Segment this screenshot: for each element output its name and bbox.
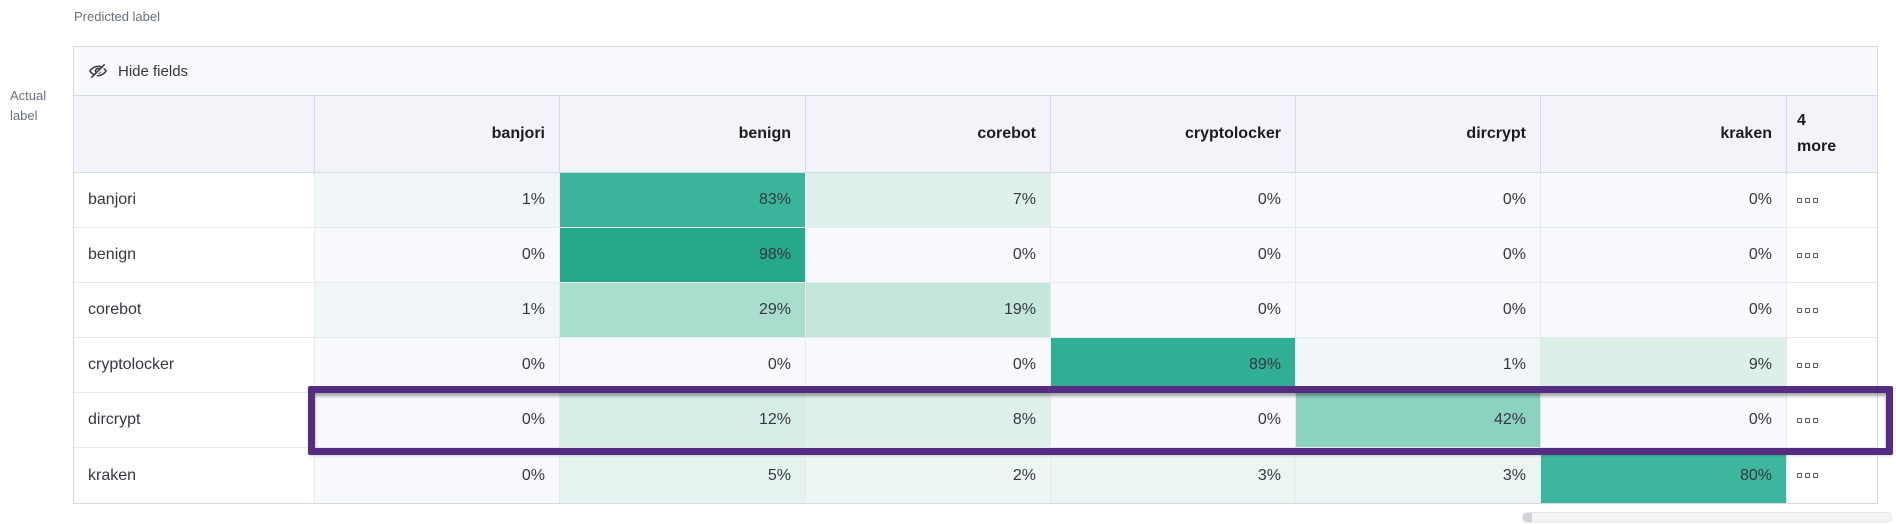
actual-axis-label: Actual label	[10, 88, 47, 124]
matrix-row-cryptolocker: cryptolocker 0% 0% 0% 89% 1% 9%	[74, 338, 1877, 393]
matrix-cell[interactable]: 0%	[1541, 393, 1787, 447]
matrix-cell[interactable]: 0%	[1296, 228, 1541, 282]
matrix-cell[interactable]: 29%	[560, 283, 806, 337]
row-actions-button[interactable]	[1787, 228, 1877, 282]
row-label-cell[interactable]: kraken	[74, 448, 315, 503]
matrix-row-kraken: kraken 0% 5% 2% 3% 3% 80%	[74, 448, 1877, 503]
grid-toolbar: Hide fields	[74, 47, 1877, 96]
matrix-cell[interactable]: 0%	[315, 338, 560, 392]
column-header-corebot[interactable]: corebot	[806, 96, 1051, 172]
matrix-cell[interactable]: 19%	[806, 283, 1051, 337]
matrix-rows: banjori 1% 83% 7% 0% 0% 0% benign 0% 98% 0% 0% 0% 0% c…	[74, 173, 1877, 503]
row-actions-button[interactable]	[1787, 283, 1877, 337]
matrix-cell[interactable]: 1%	[315, 283, 560, 337]
matrix-cell[interactable]: 0%	[1051, 393, 1296, 447]
hide-fields-label: Hide fields	[118, 62, 189, 80]
boxes-horizontal-icon	[1797, 362, 1818, 368]
matrix-cell[interactable]: 8%	[806, 393, 1051, 447]
matrix-row-banjori: banjori 1% 83% 7% 0% 0% 0%	[74, 173, 1877, 228]
header-corner-cell	[74, 96, 315, 172]
matrix-row-dircrypt: dircrypt 0% 12% 8% 0% 42% 0%	[74, 393, 1877, 448]
matrix-cell[interactable]: 98%	[560, 228, 806, 282]
matrix-cell[interactable]: 1%	[1296, 338, 1541, 392]
matrix-row-corebot: corebot 1% 29% 19% 0% 0% 0%	[74, 283, 1877, 338]
row-actions-button[interactable]	[1787, 173, 1877, 227]
more-columns-label: more	[1797, 138, 1837, 155]
matrix-row-benign: benign 0% 98% 0% 0% 0% 0%	[74, 228, 1877, 283]
predicted-axis-label: Predicted label	[74, 9, 160, 24]
matrix-cell[interactable]: 2%	[806, 448, 1051, 503]
column-header-dircrypt[interactable]: dircrypt	[1296, 96, 1541, 172]
matrix-cell[interactable]: 0%	[806, 228, 1051, 282]
matrix-cell[interactable]: 89%	[1051, 338, 1296, 392]
boxes-horizontal-icon	[1797, 252, 1818, 258]
eye-closed-icon	[88, 61, 108, 81]
column-header-banjori[interactable]: banjori	[315, 96, 560, 172]
matrix-cell[interactable]: 80%	[1541, 448, 1787, 503]
row-label-cell[interactable]: benign	[74, 228, 315, 282]
matrix-cell[interactable]: 0%	[1051, 283, 1296, 337]
boxes-horizontal-icon	[1797, 307, 1818, 313]
more-columns-header[interactable]: 4 more	[1787, 96, 1877, 172]
matrix-cell[interactable]: 0%	[1541, 173, 1787, 227]
matrix-cell[interactable]: 9%	[1541, 338, 1787, 392]
row-label-cell[interactable]: corebot	[74, 283, 315, 337]
more-columns-count: 4	[1797, 112, 1806, 130]
horizontal-scrollbar[interactable]	[1522, 512, 1892, 523]
matrix-cell[interactable]: 42%	[1296, 393, 1541, 447]
matrix-cell[interactable]: 5%	[560, 448, 806, 503]
matrix-cell[interactable]: 0%	[1051, 173, 1296, 227]
matrix-cell[interactable]: 0%	[806, 338, 1051, 392]
row-label-cell[interactable]: cryptolocker	[74, 338, 315, 392]
matrix-cell[interactable]: 7%	[806, 173, 1051, 227]
row-label-cell[interactable]: banjori	[74, 173, 315, 227]
column-header-cryptolocker[interactable]: cryptolocker	[1051, 96, 1296, 172]
confusion-matrix-grid: Hide fields banjori benign corebot cryptolo…	[73, 46, 1878, 504]
matrix-cell[interactable]: 0%	[1541, 283, 1787, 337]
column-header-benign[interactable]: benign	[560, 96, 806, 172]
matrix-cell[interactable]: 0%	[1541, 228, 1787, 282]
matrix-cell[interactable]: 0%	[315, 393, 560, 447]
matrix-cell[interactable]: 0%	[560, 338, 806, 392]
matrix-cell[interactable]: 3%	[1296, 448, 1541, 503]
row-actions-button[interactable]	[1787, 393, 1877, 447]
row-actions-button[interactable]	[1787, 338, 1877, 392]
matrix-cell[interactable]: 1%	[315, 173, 560, 227]
matrix-cell[interactable]: 0%	[315, 228, 560, 282]
matrix-cell[interactable]: 12%	[560, 393, 806, 447]
hide-fields-button[interactable]: Hide fields	[88, 61, 188, 81]
boxes-horizontal-icon	[1797, 417, 1818, 423]
header-row: banjori benign corebot cryptolocker dircrypt…	[74, 96, 1877, 173]
matrix-cell[interactable]: 83%	[560, 173, 806, 227]
matrix-cell[interactable]: 0%	[1296, 173, 1541, 227]
scrollbar-thumb[interactable]	[1523, 513, 1532, 522]
boxes-horizontal-icon	[1797, 197, 1818, 203]
row-actions-button[interactable]	[1787, 448, 1877, 503]
matrix-cell[interactable]: 0%	[1051, 228, 1296, 282]
matrix-cell[interactable]: 0%	[1296, 283, 1541, 337]
column-header-kraken[interactable]: kraken	[1541, 96, 1787, 172]
matrix-cell[interactable]: 3%	[1051, 448, 1296, 503]
matrix-cell[interactable]: 0%	[315, 448, 560, 503]
row-label-cell[interactable]: dircrypt	[74, 393, 315, 447]
boxes-horizontal-icon	[1797, 473, 1818, 478]
